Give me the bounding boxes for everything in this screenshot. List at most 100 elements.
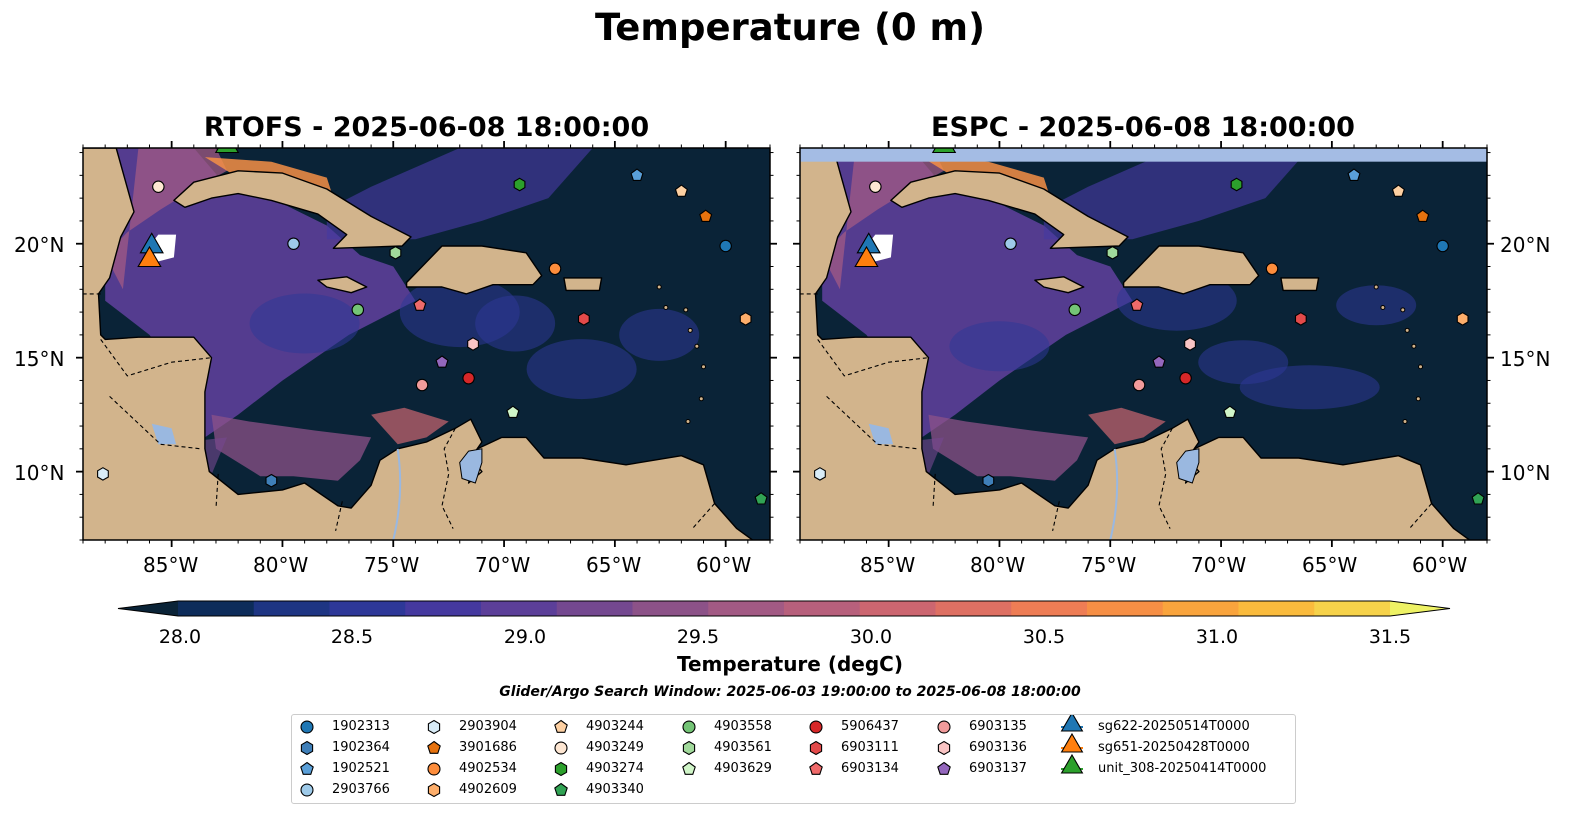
espc-marker-6903136[interactable] xyxy=(1184,337,1196,351)
espc-marker-4903561[interactable] xyxy=(1106,245,1119,260)
rtofs-panel-title: RTOFS - 2025-06-08 18:00:00 xyxy=(203,112,650,143)
colorbar-outline xyxy=(117,600,1451,617)
legend-markers xyxy=(300,715,1084,798)
rtofs-marker-1902521[interactable] xyxy=(630,168,644,181)
espc-marker-2903904[interactable] xyxy=(814,467,826,481)
espc-missing-data-band xyxy=(800,148,1487,162)
colorbar-segment-1 xyxy=(178,601,255,616)
rtofs-marker-1902364[interactable] xyxy=(265,473,278,488)
espc-land-hispaniola xyxy=(1122,245,1260,295)
legend-label-5906437: 5906437 xyxy=(841,719,899,734)
ytick-15n-left: 15°N xyxy=(14,347,65,371)
espc-marker-1902364[interactable] xyxy=(982,473,995,488)
espc-marker-3901686[interactable] xyxy=(1416,209,1430,222)
espc-river xyxy=(1109,448,1119,540)
rtofs-marker-4903244[interactable] xyxy=(674,184,688,197)
cbar-tick-31-5: 31.5 xyxy=(1368,626,1412,648)
rtofs-marker-6903136[interactable] xyxy=(467,337,479,351)
rtofs-eddy-0 xyxy=(526,339,637,400)
rtofs-marker-4903558[interactable] xyxy=(351,303,365,317)
espc-marker-4902609[interactable] xyxy=(1456,312,1469,326)
rtofs-island-0 xyxy=(694,343,700,349)
espc-marker-4903274[interactable] xyxy=(1230,177,1243,192)
rtofs-marker-4903561[interactable] xyxy=(389,245,402,260)
legend-label-3901686: 3901686 xyxy=(459,740,517,755)
legend-marker-4902609 xyxy=(427,782,441,798)
rtofs-marker-unit_308-20250414T0000[interactable] xyxy=(214,140,240,154)
espc-marker-1902521[interactable] xyxy=(1347,168,1361,181)
espc-land-cuba xyxy=(890,170,1129,249)
colorbar-segment-8 xyxy=(708,601,785,616)
rtofs-marker-2903766[interactable] xyxy=(287,237,300,250)
espc-land-puertorico xyxy=(1280,277,1320,292)
rtofs-island-2 xyxy=(698,396,704,402)
espc-marker-6903134[interactable] xyxy=(1130,298,1144,311)
espc-marker-4903249[interactable] xyxy=(869,180,882,193)
rtofs-marker-4902534[interactable] xyxy=(548,262,562,276)
espc-map[interactable] xyxy=(792,140,1494,552)
cbar-tick-30-5: 30.5 xyxy=(1022,626,1066,648)
espc-marker-unit_308-20250414T0000[interactable] xyxy=(931,140,957,154)
rtofs-marker-2903904[interactable] xyxy=(97,467,109,481)
legend-marker-unit_308-20250414T0000 xyxy=(1060,753,1084,774)
rtofs-marker-4903629[interactable] xyxy=(506,405,520,418)
rtofs-marker-4903274[interactable] xyxy=(513,177,526,192)
cbar-tick-29-0: 29.0 xyxy=(503,626,547,648)
legend-label-6903136: 6903136 xyxy=(969,740,1027,755)
espc-marker-4903244[interactable] xyxy=(1391,184,1405,197)
espc-marker-sg651-20250428T0000[interactable] xyxy=(854,245,879,268)
legend-marker-4903558 xyxy=(682,720,696,734)
rtofs-marker-sg651-20250428T0000[interactable] xyxy=(137,245,162,268)
rtofs-land-yucatan xyxy=(83,148,754,540)
rtofs-river xyxy=(392,448,402,540)
legend-marker-1902364 xyxy=(300,740,314,756)
colorbar-segment-4 xyxy=(405,601,482,616)
rtofs-island-3 xyxy=(685,418,691,424)
rtofs-xtick-70w: 70°W xyxy=(475,553,531,577)
legend-marker-4903244 xyxy=(554,719,568,733)
colorbar-segment-2 xyxy=(253,601,330,616)
rtofs-land-cuba xyxy=(173,170,412,249)
espc-border-6 xyxy=(1408,503,1433,529)
espc-marker-4903558[interactable] xyxy=(1068,303,1082,317)
legend-label-6903134: 6903134 xyxy=(841,761,899,776)
legend-label-1902521: 1902521 xyxy=(332,761,390,776)
espc-marker-1902313[interactable] xyxy=(1436,239,1449,253)
rtofs-map[interactable] xyxy=(75,140,777,552)
colorbar-segment-5 xyxy=(481,601,558,616)
rtofs-warm-water-3 xyxy=(211,414,372,481)
espc-warm-water-3 xyxy=(928,414,1089,481)
colorbar-label: Temperature (degC) xyxy=(677,652,903,676)
espc-marker-4903340[interactable] xyxy=(1471,492,1485,505)
rtofs-warm-water-0 xyxy=(83,148,416,438)
rtofs-marker-6903134[interactable] xyxy=(413,298,427,311)
legend-label-6903111: 6903111 xyxy=(841,740,899,755)
espc-marker-5906437[interactable] xyxy=(1179,371,1192,385)
rtofs-marker-1902313[interactable] xyxy=(719,239,732,253)
espc-marker-6903135[interactable] xyxy=(1132,378,1146,392)
ytick-10n-left: 10°N xyxy=(14,461,65,485)
rtofs-island-1 xyxy=(701,364,707,370)
rtofs-marker-3901686[interactable] xyxy=(699,209,713,222)
espc-marker-4903629[interactable] xyxy=(1223,405,1237,418)
espc-island-1 xyxy=(1418,364,1424,370)
rtofs-marker-5906437[interactable] xyxy=(462,371,475,385)
legend-marker-2903904 xyxy=(427,719,441,735)
espc-marker-6903137[interactable] xyxy=(1152,355,1166,368)
rtofs-marker-6903111[interactable] xyxy=(577,312,590,326)
rtofs-island-5 xyxy=(663,305,669,311)
rtofs-marker-6903135[interactable] xyxy=(415,378,429,392)
ytick-15n-right: 15°N xyxy=(1500,347,1551,371)
espc-marker-6903111[interactable] xyxy=(1294,312,1307,326)
legend-marker-6903135 xyxy=(937,720,951,734)
rtofs-marker-4903249[interactable] xyxy=(152,180,165,193)
rtofs-marker-6903137[interactable] xyxy=(435,355,449,368)
rtofs-land-jamaica xyxy=(317,276,368,294)
legend-marker-4903340 xyxy=(554,782,568,796)
legend-marker-6903111 xyxy=(809,740,823,756)
espc-marker-2903766[interactable] xyxy=(1004,237,1017,250)
rtofs-marker-4902609[interactable] xyxy=(739,312,752,326)
rtofs-marker-4903340[interactable] xyxy=(754,492,768,505)
espc-marker-4902534[interactable] xyxy=(1265,262,1279,276)
cbar-tick-28-5: 28.5 xyxy=(330,626,374,648)
